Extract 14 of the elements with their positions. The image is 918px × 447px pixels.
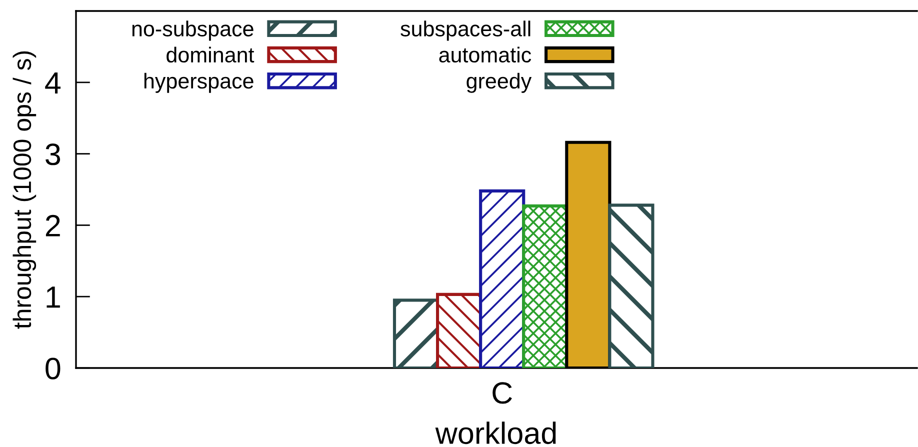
legend-label: subspaces-all — [400, 20, 530, 41]
x-tick-label: C — [492, 382, 512, 404]
legend-label: no-subspace — [132, 20, 254, 41]
y-tick-label: 4 — [45, 72, 61, 94]
legend-label: hyperspace — [144, 72, 254, 93]
legend-label: dominant — [166, 46, 254, 63]
y-tick-label: 2 — [46, 214, 60, 236]
y-tick-label: 0 — [46, 358, 60, 380]
y-tick-label: 1 — [46, 286, 60, 308]
y-axis-title: throughput (1000 ops / s) — [12, 51, 36, 329]
x-axis-title: workload — [435, 422, 556, 444]
legend-label: automatic — [439, 46, 532, 63]
legend-label: greedy — [466, 72, 532, 93]
y-tick-label: 3 — [46, 144, 60, 166]
